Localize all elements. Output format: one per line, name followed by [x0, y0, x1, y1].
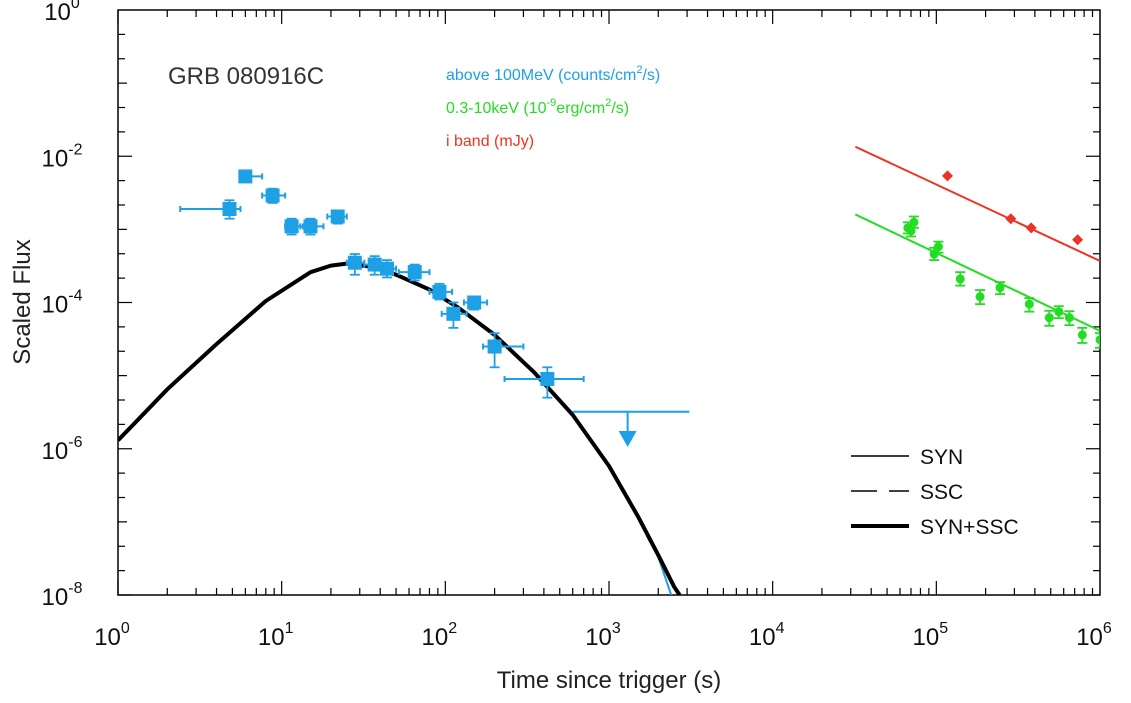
axis-ticks — [117, 10, 1100, 596]
upper-limit-arrow — [618, 430, 637, 447]
data-point — [467, 295, 482, 310]
data-point — [1077, 330, 1087, 340]
data-point — [540, 371, 555, 386]
syn-tail-curve — [645, 535, 673, 595]
series-annotations: above 100MeV (counts/cm2/s)0.3-10keV (10… — [446, 64, 660, 150]
data-point — [909, 217, 919, 227]
annotation-superscript: 2 — [605, 97, 611, 109]
data-point — [906, 226, 916, 236]
data-point — [379, 261, 394, 276]
legend: SYN SSC SYN+SSC — [851, 446, 1019, 539]
y-tick-label: 10-8 — [42, 580, 83, 611]
data-point — [933, 242, 943, 252]
y-tick-exponent: -8 — [68, 580, 82, 597]
data-point — [330, 209, 345, 224]
y-tick-label: 100 — [44, 0, 80, 26]
data-point — [1095, 335, 1100, 345]
data-point — [265, 188, 280, 203]
data-point — [1025, 222, 1037, 234]
data-point — [446, 306, 461, 321]
annotation-text: i band (mJy) — [446, 133, 534, 150]
annotation-3: i band (mJy) — [446, 133, 534, 150]
y-tick-exponent: -6 — [68, 434, 82, 451]
annotation-superscript: -9 — [547, 97, 557, 109]
x-tick-label: 101 — [258, 620, 294, 651]
data-point — [367, 257, 382, 272]
fit-line — [854, 213, 1100, 332]
y-tick-label: 10-6 — [42, 434, 83, 465]
syn-ssc-model-curve — [118, 261, 682, 595]
annotation-1: above 100MeV (counts/cm2/s) — [446, 64, 660, 84]
data-point — [487, 339, 502, 354]
x-tick-label: 103 — [585, 620, 621, 651]
data-point — [1064, 313, 1074, 323]
x-tick-exponent: 5 — [939, 620, 948, 637]
annotation-superscript: 2 — [636, 64, 642, 76]
data-point — [1044, 313, 1054, 323]
x-tick-exponent: 6 — [1103, 620, 1112, 637]
data-point — [347, 255, 362, 270]
y-tick-exponent: 0 — [71, 0, 80, 12]
data-point — [975, 292, 985, 302]
annotation-text: 0.3-10keV (10 — [446, 100, 547, 117]
data-point — [1072, 234, 1084, 246]
y-axis-label: Scaled Flux — [9, 239, 36, 364]
annotation-text: above 100MeV (counts/cm — [446, 67, 636, 84]
x-tick-exponent: 0 — [121, 620, 130, 637]
data-point — [1054, 307, 1064, 317]
data-point — [1005, 213, 1017, 225]
legend-label: SYN — [920, 446, 963, 469]
x-tick-exponent: 3 — [612, 620, 621, 637]
annotation-2: 0.3-10keV (10-9erg/cm2/s) — [446, 97, 629, 117]
x-tick-exponent: 4 — [776, 620, 785, 637]
x-tick-label: 106 — [1076, 620, 1112, 651]
series-2 — [854, 213, 1100, 349]
data-point — [284, 219, 299, 234]
data-point — [941, 170, 953, 182]
data-point — [407, 265, 422, 280]
y-tick-exponent: -4 — [68, 288, 82, 305]
data-point — [238, 169, 253, 184]
annotation-text: /s) — [611, 100, 629, 117]
series-3 — [854, 145, 1100, 262]
x-tick-labels: 100 101 102 103 104 105 106 — [94, 620, 1112, 651]
legend-label: SSC — [920, 481, 963, 504]
fit-line — [854, 145, 1100, 262]
y-tick-labels: 100 10-2 10-4 10-6 10-8 — [42, 0, 83, 611]
y-tick-label: 10-4 — [42, 288, 83, 319]
y-tick-exponent: -2 — [68, 141, 82, 158]
data-point — [1024, 299, 1034, 309]
x-tick-label: 104 — [749, 620, 785, 651]
series-layer — [118, 145, 1100, 595]
x-axis-label: Time since trigger (s) — [497, 667, 721, 694]
x-tick-exponent: 2 — [448, 620, 457, 637]
x-tick-label: 105 — [913, 620, 949, 651]
data-point — [955, 274, 965, 284]
chart-title: GRB 080916C — [168, 63, 324, 90]
annotation-text: erg/cm — [556, 100, 605, 117]
data-point — [995, 283, 1005, 293]
y-tick-label: 10-2 — [42, 141, 83, 172]
annotation-text: /s) — [642, 67, 660, 84]
x-tick-label: 100 — [94, 620, 130, 651]
legend-label: SYN+SSC — [920, 516, 1019, 539]
x-tick-label: 102 — [422, 620, 458, 651]
x-tick-exponent: 1 — [285, 620, 294, 637]
data-point — [222, 201, 237, 216]
data-point — [432, 284, 447, 299]
data-point — [303, 219, 318, 234]
series-1 — [179, 169, 690, 447]
